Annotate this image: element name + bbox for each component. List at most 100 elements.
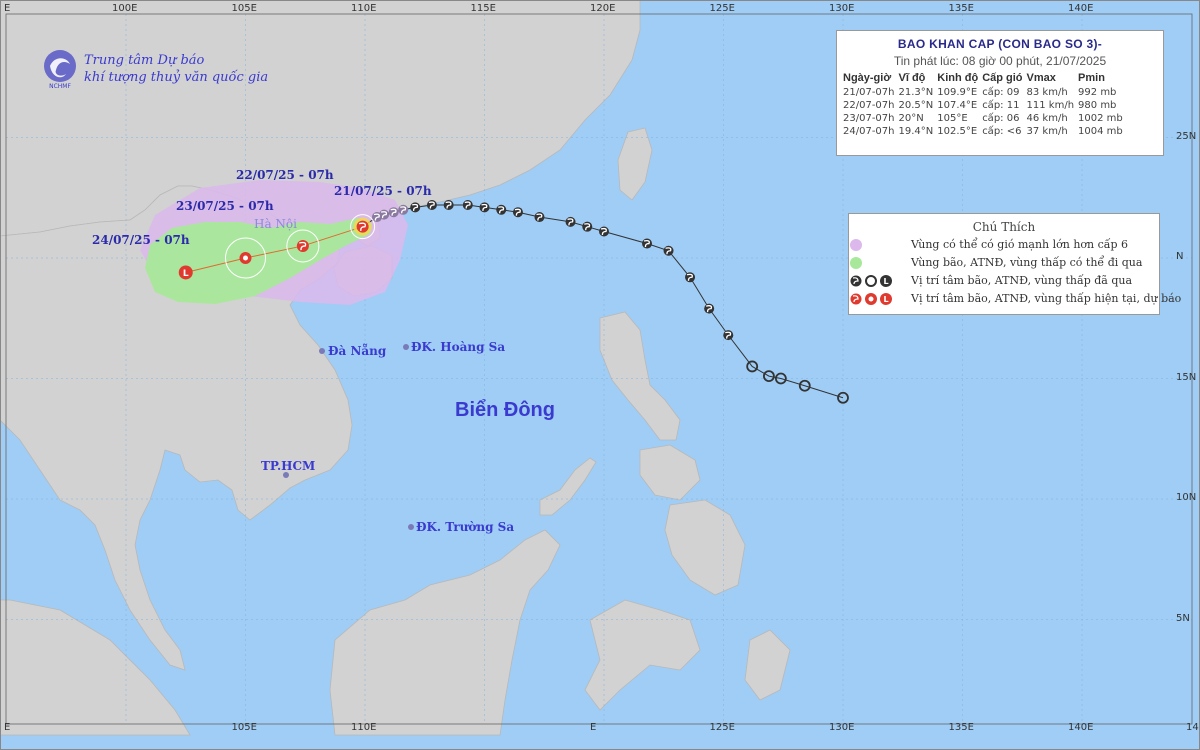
past-storm-marker [685,272,696,283]
bulletin-cell: cấp: 09 [982,87,1020,98]
lon-tick-bottom: 110E [351,722,377,733]
nchmf-logo: NCHMF [42,48,78,90]
past-storm-marker [723,330,734,341]
svg-text:L: L [183,269,189,279]
legend-item-wind-zone: Vùng có thể có gió mạnh lớn hơn cấp 6 [849,238,1128,251]
map-inner-frame [5,13,1193,725]
lon-tick-bottom: E [4,722,11,733]
lon-tick-bottom: E [590,722,597,733]
forecast-position-symbols-icon: L [850,293,892,305]
forecast-radius-circle [225,237,266,279]
svg-text:L: L [883,295,888,304]
past-storm-marker [642,238,653,249]
svg-text:NCHMF: NCHMF [49,83,71,90]
forecast-label-22-07: 22/07/25 - 07h [236,168,334,182]
lon-tick-top: 100E [112,3,138,14]
nchmf-logo-icon: NCHMF [44,50,76,90]
past-storm-marker [496,204,507,215]
bulletin-header-cell: Vĩ độ [898,72,926,84]
bulletin-cell: 20.5°N [898,100,934,111]
bulletin-row: 23/07-07h 20°N 105°E cấp: 06 46 km/h 1002 mb [843,112,1127,125]
bulletin-cell: 1004 mb [1078,126,1123,137]
lon-tick-top: 120E [590,3,616,14]
bulletin-cell: 1002 mb [1078,113,1123,124]
sea-name-bien-dong: Biển Đông [455,399,555,421]
legend-label: Vùng có thể có gió mạnh lớn hơn cấp 6 [911,238,1129,251]
bulletin-row: 22/07-07h 20.5°N 107.4°E cấp: 11 111 km/h 980… [843,99,1127,112]
bulletin-cell: 24/07-07h [843,126,895,137]
forecast-storm-marker [296,239,309,252]
past-storm-marker [398,204,409,215]
past-low-marker [798,379,811,392]
forecast-label-21-07: 21/07/25 - 07h [334,184,432,198]
past-storm-marker [426,199,437,210]
lon-tick-top: 110E [351,3,377,14]
lon-tick-top: 115E [470,3,496,14]
place-tp-hcm-dot [283,472,289,478]
bulletin-cell: 21/07-07h [843,87,895,98]
land-borneo [329,529,561,736]
past-storm-marker [388,207,399,218]
purple-dot-icon [850,239,862,251]
place-hoang-sa: ĐK. Hoàng Sa [411,340,506,354]
place-truong-sa: ĐK. Trường Sa [416,520,515,534]
bulletin-cell: 109.9°E [937,87,978,98]
bulletin-cell: cấp: <6 [982,126,1022,137]
lat-tick-right: 5N [1176,612,1190,624]
bulletin-cell: 105°E [937,113,968,124]
place-da-nang-dot [319,348,325,354]
lon-tick-bottom: 14 [1186,722,1199,733]
place-tp-hcm: TP.HCM [261,459,316,473]
place-hoang-sa-dot [403,344,409,350]
land-sulawesi [584,599,701,711]
land-visayas [639,444,701,501]
org-name-line1: Trung tâm Dự báo [84,53,205,68]
bulletin-cell: 20°N [898,113,924,124]
lat-tick-right: 25N [1176,130,1197,142]
bulletin-cell: 107.4°E [937,100,978,111]
lon-tick-bottom: 135E [948,722,974,733]
past-storm-marker [462,199,473,210]
graticule [6,14,1192,724]
bulletin-cell: 83 km/h [1026,87,1068,98]
forecast-depression-marker [239,252,252,264]
land-luzon [599,311,681,441]
forecast-label-23-07: 23/07/25 - 07h [176,199,274,213]
forecast-low-marker: L [178,265,193,280]
legend-label: Vị trí tâm bão, ATNĐ, vùng thấp đã qua [911,274,1133,287]
lat-tick-right: N [1176,251,1184,262]
legend-item-track-zone: Vùng bão, ATNĐ, vùng thấp có thể đi qua [849,256,1142,269]
past-low-marker [837,391,849,404]
bulletin-header-cell: Pmin [1078,72,1105,84]
legend-label: Vùng bão, ATNĐ, vùng thấp có thể đi qua [911,256,1143,269]
bulletin-cell: 23/07-07h [843,113,895,124]
land-halmahera [744,629,791,701]
bulletin-cell: 21.3°N [898,87,934,98]
lon-tick-top: 105E [231,3,257,14]
place-da-nang: Đà Nẵng [328,344,387,358]
past-storm-marker [479,202,490,213]
bulletin-cell: 19.4°N [898,126,934,137]
place-ha-noi: Hà Nội [254,217,297,231]
past-low-marker [746,360,759,373]
forecast-label-24-07: 24/07/25 - 07h [92,233,190,247]
land-palawan [539,457,597,516]
lon-tick-bottom: 130E [829,722,855,733]
lon-tick-top: 140E [1068,3,1094,14]
forecast-track-line [185,226,363,273]
lon-tick-bottom: 125E [709,722,735,733]
forecast-storm-marker [356,220,369,233]
green-dot-icon [850,257,862,269]
bulletin-cell: cấp: 11 [982,100,1020,111]
legend-box: Chú Thích Vùng có thể có gió mạnh lớn hơ… [848,213,1181,315]
past-low-marker [763,370,775,382]
bulletin-subtitle: Tin phát lúc: 08 giờ 00 phút, 21/07/2025 [893,54,1107,68]
past-storm-marker [410,202,421,213]
past-storm-marker [663,245,674,256]
bulletin-cell: 37 km/h [1026,126,1068,137]
lon-tick-bottom: 140E [1068,722,1094,733]
past-storm-marker [512,207,523,218]
past-storm-marker [599,226,609,237]
land-masses [0,0,791,736]
past-storm-marker [443,199,454,210]
